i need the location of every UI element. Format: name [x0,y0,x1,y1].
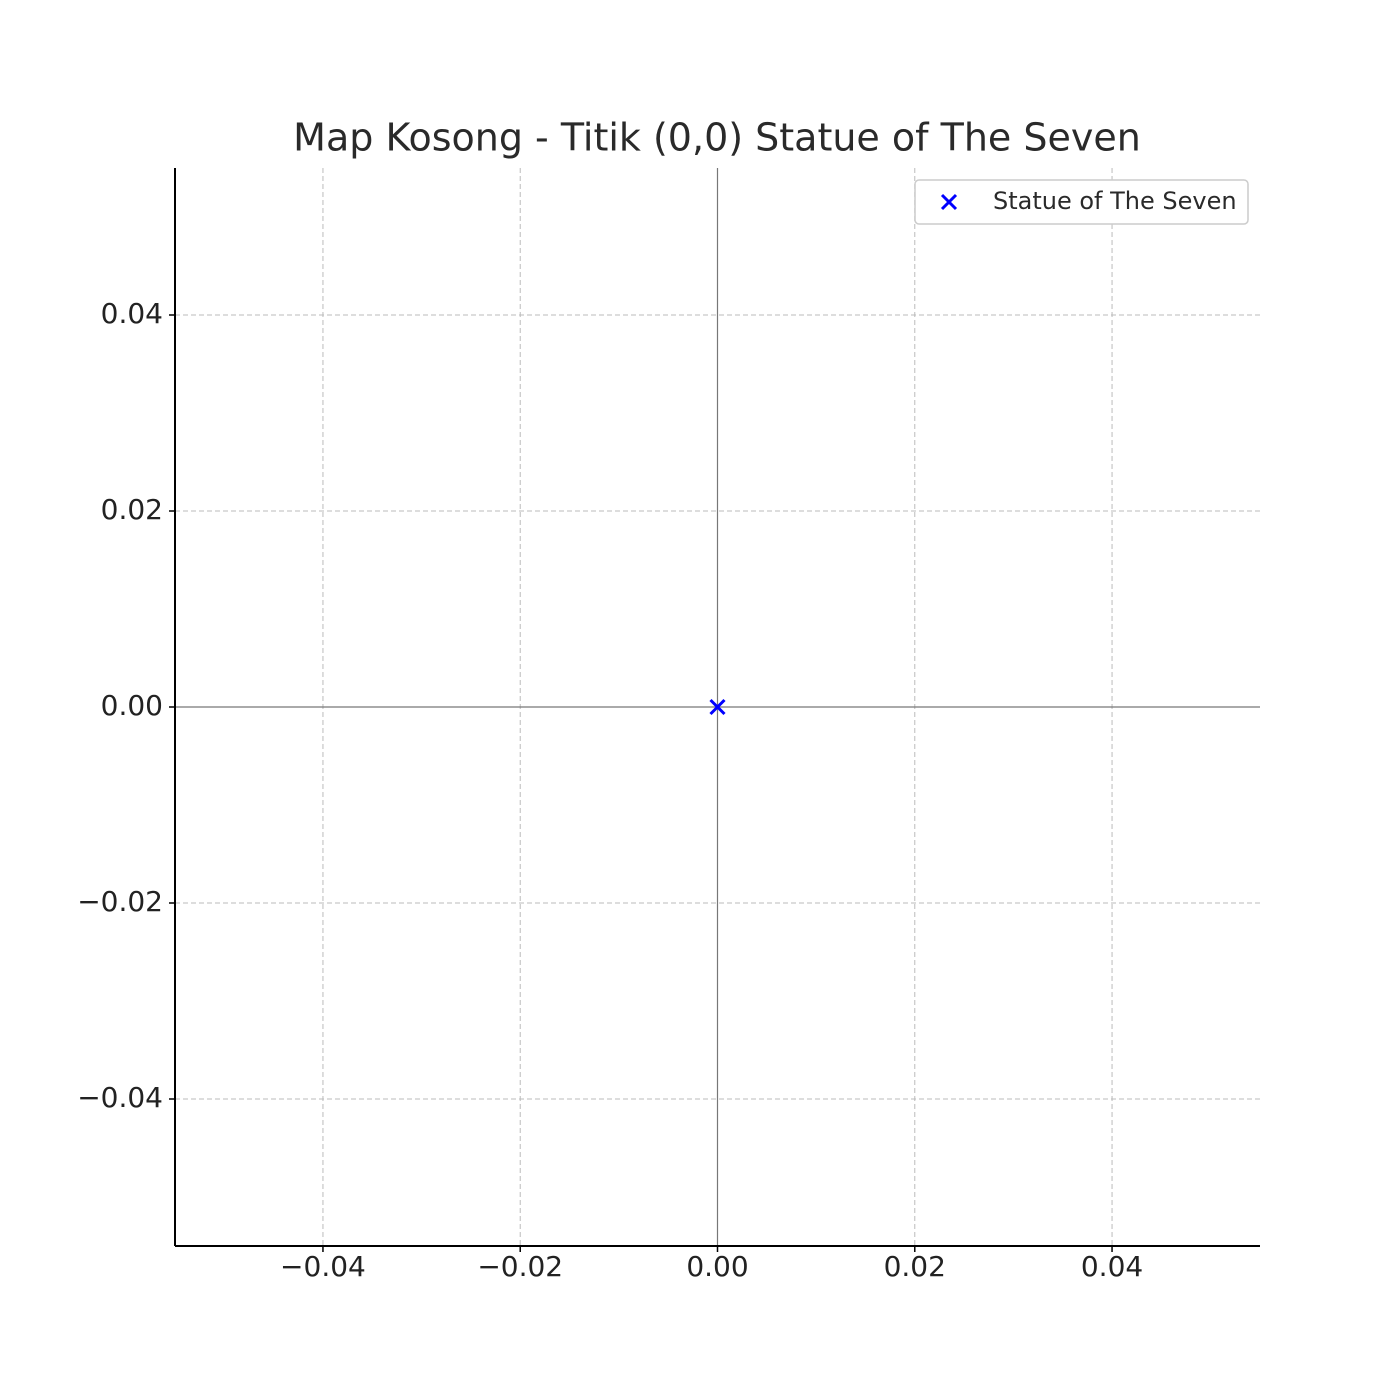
x-tick-label: −0.02 [477,1250,563,1283]
x-tick-label: 0.02 [884,1250,946,1283]
chart-title: Map Kosong - Titik (0,0) Statue of The S… [293,116,1141,160]
x-tick-label: 0.04 [1081,1250,1143,1283]
y-tick-label: 0.04 [101,297,163,330]
y-tick-label: −0.02 [77,885,163,918]
scatter-point [709,698,726,716]
legend-label: Statue of The Seven [993,187,1237,215]
legend-box [914,179,1249,225]
y-tick-label: 0.02 [101,493,163,526]
legend-marker [940,193,958,211]
y-tick-label: −0.04 [77,1081,163,1114]
x-tick-label: 0.00 [686,1250,748,1283]
y-tick-label: 0.00 [101,689,163,722]
x-tick-label: −0.04 [280,1250,366,1283]
